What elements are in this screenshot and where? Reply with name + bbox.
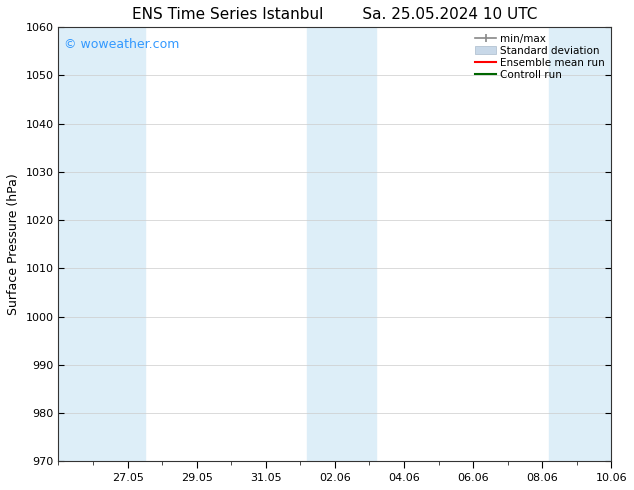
Title: ENS Time Series Istanbul        Sa. 25.05.2024 10 UTC: ENS Time Series Istanbul Sa. 25.05.2024 … [132,7,538,22]
Bar [549,27,628,461]
Bar [58,27,145,461]
Legend: min/max, Standard deviation, Ensemble mean run, Controll run: min/max, Standard deviation, Ensemble me… [472,30,608,83]
Text: © woweather.com: © woweather.com [64,38,179,51]
Bar [307,27,377,461]
Y-axis label: Surface Pressure (hPa): Surface Pressure (hPa) [7,173,20,315]
